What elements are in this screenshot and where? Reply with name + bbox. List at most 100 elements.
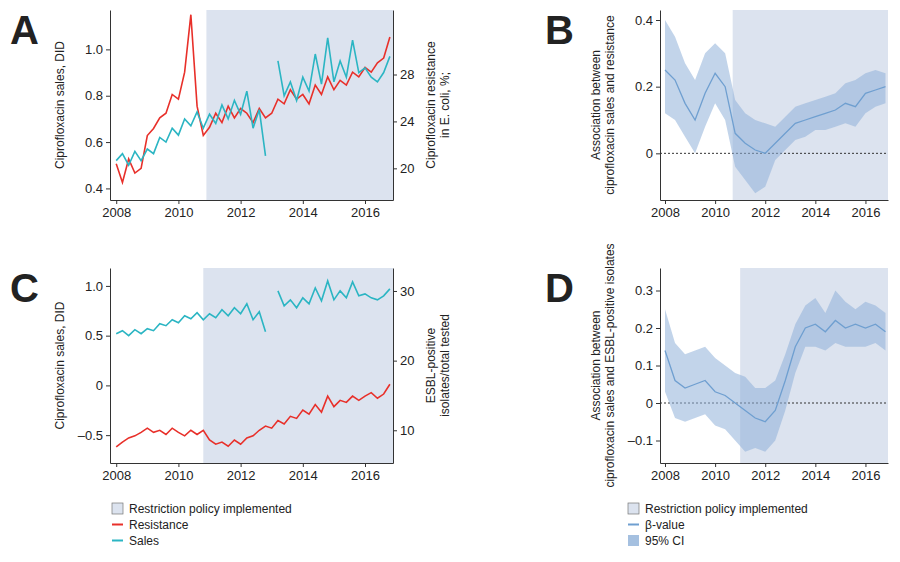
- ci-band: [665, 291, 885, 452]
- legend-swatch: [628, 535, 639, 546]
- tick: 0.1: [635, 358, 660, 373]
- tick-mark: [715, 200, 716, 204]
- plot-area: [660, 268, 888, 463]
- tick-label: 0: [646, 396, 653, 411]
- tick-label: 2014: [801, 205, 830, 220]
- tick-label: 0.2: [635, 79, 653, 94]
- axis-title: ciprofloxacin sales and ESBL-positive is…: [603, 243, 617, 487]
- tick: 2008: [102, 200, 131, 220]
- tick-mark: [365, 463, 366, 467]
- tick: 2010: [701, 200, 730, 220]
- tick-mark: [365, 200, 366, 204]
- legend: Restriction policy implementedResistance…: [112, 502, 292, 548]
- tick-label: 2016: [851, 468, 880, 483]
- legend-swatch: [112, 540, 123, 542]
- tick-label: 20: [400, 353, 414, 368]
- tick: 2012: [227, 463, 256, 483]
- tick: 2012: [751, 200, 780, 220]
- tick-label: 0: [646, 146, 653, 161]
- tick-label: –0.5: [78, 428, 103, 443]
- tick-mark: [656, 403, 660, 404]
- tick-mark: [106, 49, 110, 50]
- axis-line: [110, 269, 111, 464]
- tick: 0: [646, 146, 660, 161]
- figure-svg: 200820102012201420160.40.60.81.0202428Ci…: [0, 0, 900, 562]
- tick: 2016: [851, 463, 880, 483]
- axis-title: Association between: [589, 50, 603, 160]
- tick: 0.3: [635, 283, 660, 298]
- tick-mark: [106, 286, 110, 287]
- tick: 20: [393, 353, 414, 368]
- tick-label: 2010: [164, 468, 193, 483]
- tick-label: 2014: [289, 205, 318, 220]
- tick: 2014: [801, 463, 830, 483]
- y-axis: –0.1 0 0.1 0.2 0.3: [628, 269, 661, 464]
- tick: 2014: [289, 200, 318, 220]
- axis-line: [111, 200, 394, 201]
- tick-mark: [303, 463, 304, 467]
- ci-band: [665, 20, 885, 193]
- legend-swatch: [628, 524, 639, 526]
- tick-mark: [106, 96, 110, 97]
- tick-mark: [106, 188, 110, 189]
- tick: 2012: [751, 463, 780, 483]
- tick: 2016: [851, 200, 880, 220]
- tick-mark: [241, 200, 242, 204]
- panel: 2008 2010 2012 2014 2016 0 0.2 0.4 Association b…: [545, 8, 889, 220]
- y-axis: –0.500.51.0: [78, 269, 111, 464]
- figure: 200820102012201420160.40.60.81.0202428Ci…: [0, 0, 900, 562]
- tick-label: 2010: [701, 468, 730, 483]
- tick-mark: [765, 463, 766, 467]
- panel: 20082010201220142016–0.100.10.20.3Associ…: [545, 243, 889, 547]
- tick-mark: [106, 385, 110, 386]
- tick-label: 2008: [651, 205, 680, 220]
- panel-label: D: [545, 266, 574, 310]
- y-axis: 0 0.2 0.4: [635, 11, 661, 201]
- tick: 0: [646, 396, 660, 411]
- tick: –0.5: [78, 428, 110, 443]
- tick: –0.1: [628, 433, 660, 448]
- y-axis: 0.40.60.81.0: [85, 11, 111, 201]
- tick-mark: [178, 200, 179, 204]
- tick-label: 28: [400, 67, 414, 82]
- plot-area: [660, 10, 888, 200]
- x-axis: 20082010201220142016: [102, 200, 393, 220]
- tick-mark: [656, 441, 660, 442]
- legend-item: Sales: [112, 534, 159, 548]
- axis-line: [111, 463, 394, 464]
- tick-label: 0.4: [635, 13, 653, 28]
- tick-mark: [656, 328, 660, 329]
- tick-label: 0.8: [85, 88, 103, 103]
- tick-mark: [656, 20, 660, 21]
- tick: 0: [96, 378, 110, 393]
- tick: 2010: [701, 463, 730, 483]
- tick: 0.2: [635, 321, 660, 336]
- tick: 1.0: [85, 279, 110, 294]
- axis-line: [660, 269, 661, 464]
- tick: 2008: [102, 463, 131, 483]
- tick-label: 1.0: [85, 42, 103, 57]
- tick-label: 24: [400, 114, 414, 129]
- tick-mark: [106, 336, 110, 337]
- tick-mark: [116, 463, 117, 467]
- axis-title: in E. coli, %;: [438, 72, 452, 138]
- tick-label: 2012: [751, 468, 780, 483]
- legend-label: Sales: [129, 534, 159, 548]
- y2-axis: 202428: [393, 11, 414, 201]
- tick: 2008: [651, 200, 680, 220]
- panel-label: A: [10, 8, 39, 52]
- tick-mark: [665, 200, 666, 204]
- tick-mark: [393, 75, 397, 76]
- tick: 10: [393, 423, 414, 438]
- tick: 0.4: [85, 181, 110, 196]
- tick: 2016: [351, 200, 380, 220]
- tick-mark: [865, 200, 866, 204]
- tick: 2016: [351, 463, 380, 483]
- policy-shading: [203, 268, 393, 463]
- tick-mark: [815, 463, 816, 467]
- tick-mark: [665, 463, 666, 467]
- tick-mark: [303, 200, 304, 204]
- tick-mark: [393, 291, 397, 292]
- legend-item: 95% CI: [628, 534, 684, 548]
- tick-label: 0.2: [635, 321, 653, 336]
